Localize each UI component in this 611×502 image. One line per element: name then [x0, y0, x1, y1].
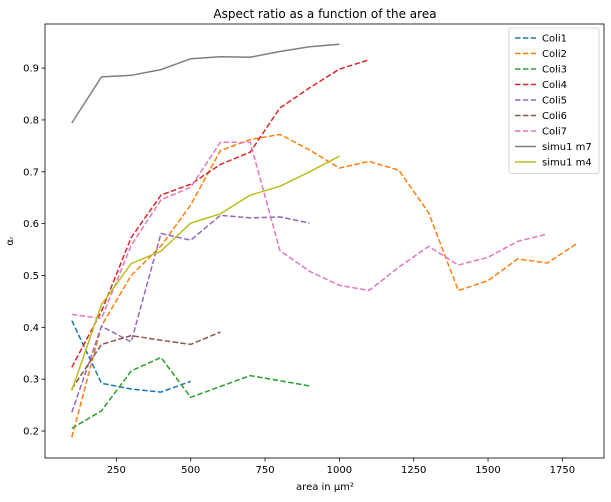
- series-line-simu1-m4: [71, 155, 340, 391]
- y-tick-label: 0.2: [23, 427, 39, 438]
- x-tick-label: 250: [107, 465, 126, 476]
- x-tick-label: 1000: [327, 465, 352, 476]
- plot-lines: [71, 43, 578, 438]
- x-tick-label: 750: [255, 465, 274, 476]
- x-tick-label: 500: [181, 465, 200, 476]
- x-tick-label: 1250: [401, 465, 426, 476]
- y-tick-label: 0.4: [23, 323, 39, 334]
- y-tick-label: 0.3: [23, 375, 39, 386]
- legend-label: Coli6: [542, 111, 567, 122]
- y-tick-label: 0.9: [23, 64, 39, 75]
- legend-label: Coli7: [542, 127, 567, 138]
- series-line-coli2: [71, 133, 578, 438]
- legend-label: simu1 m4: [542, 158, 592, 169]
- legend-box: [508, 27, 600, 174]
- y-tick-label: 0.7: [23, 167, 39, 178]
- series-line-coli6: [71, 331, 221, 390]
- legend-label: Coli3: [542, 65, 567, 76]
- legend-label: Coli4: [542, 80, 567, 91]
- x-tick-label: 1750: [550, 465, 575, 476]
- series-line-simu1-m7: [71, 43, 340, 124]
- x-axis-label: area in μm²: [296, 482, 354, 493]
- series-line-coli5: [71, 214, 310, 413]
- series-line-coli7: [71, 141, 548, 320]
- legend-label: Coli2: [542, 49, 567, 60]
- chart-title: Aspect ratio as a function of the area: [213, 7, 436, 21]
- legend-label: Coli5: [542, 96, 567, 107]
- x-axis-ticks: 250 500 750 1000 1250 1500 1750: [107, 458, 575, 476]
- series-line-coli4: [71, 59, 370, 368]
- y-axis-ticks: 0.2 0.3 0.4 0.5 0.6 0.7 0.8 0.9: [23, 64, 45, 438]
- legend: Coli1 Coli2 Coli3 Coli4 Coli5 Coli6 Coli7 simu1…: [508, 27, 600, 174]
- legend-label: Coli1: [542, 34, 567, 45]
- series-line-coli1: [71, 320, 191, 393]
- y-tick-label: 0.5: [23, 271, 39, 282]
- y-tick-label: 0.8: [23, 115, 39, 126]
- y-axis-label: αᵣ: [5, 236, 16, 246]
- y-tick-label: 0.6: [23, 219, 39, 230]
- x-tick-label: 1500: [475, 465, 500, 476]
- legend-label: simu1 m7: [542, 142, 592, 153]
- plot-frame: [44, 23, 605, 459]
- series-line-coli3: [71, 356, 310, 430]
